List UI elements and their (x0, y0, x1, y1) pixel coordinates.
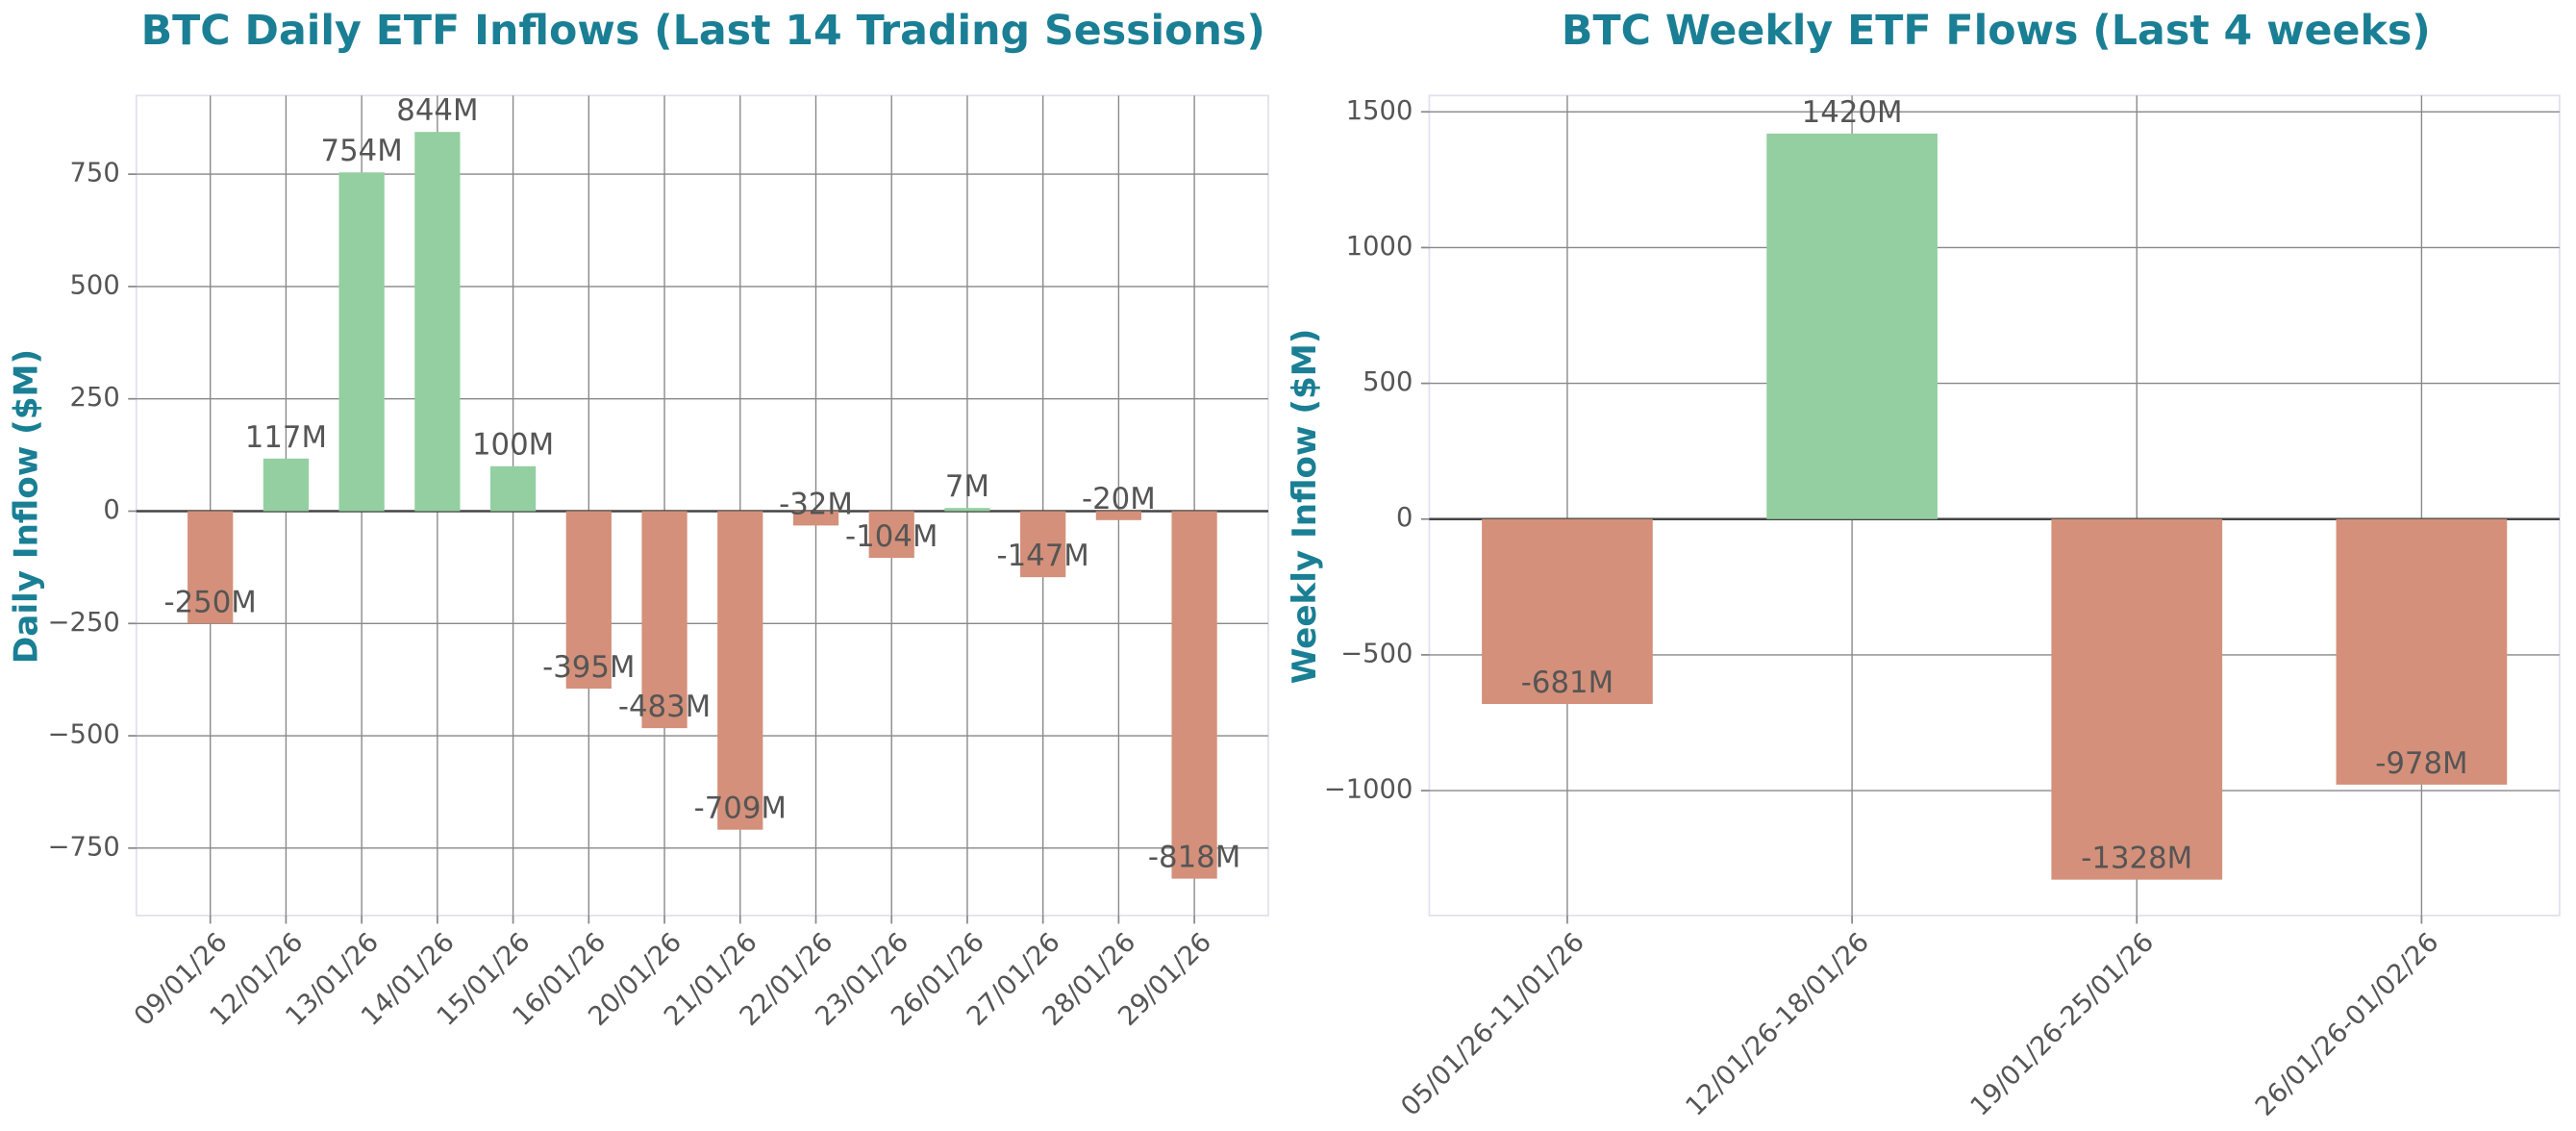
bar (489, 465, 537, 512)
y-tick-label: 0 (1396, 503, 1413, 533)
y-tick-label: −1000 (1324, 775, 1413, 805)
value-label: 754M (321, 134, 403, 168)
bar (717, 511, 763, 830)
bar (565, 511, 612, 690)
value-label: -681M (1521, 666, 1613, 700)
plot-frame (135, 94, 1269, 917)
bar (2051, 518, 2223, 880)
value-label: -818M (1148, 841, 1240, 875)
bar (1766, 133, 1938, 519)
bar (868, 511, 914, 559)
value-label: -32M (779, 487, 853, 521)
bar (2336, 518, 2508, 785)
value-label: -250M (164, 585, 257, 619)
value-label: -978M (2375, 746, 2467, 781)
bar (188, 511, 234, 624)
bar (1482, 518, 1653, 705)
y-tick-label: 1000 (1346, 232, 1413, 262)
value-label: 7M (945, 469, 989, 504)
plot-frame (1428, 94, 2561, 917)
bar (944, 508, 990, 512)
value-label: -709M (694, 792, 787, 826)
y-axis-label: Daily Inflow ($M) (8, 349, 46, 664)
chart-title: BTC Daily ETF Inflows (Last 14 Trading S… (141, 7, 1265, 55)
value-label: -147M (996, 539, 1088, 573)
bar (414, 132, 461, 512)
bar (1020, 511, 1066, 578)
value-label: -20M (1082, 482, 1156, 516)
value-label: -104M (845, 519, 938, 554)
chart-title: BTC Weekly ETF Flows (Last 4 weeks) (1562, 7, 2431, 55)
value-label: -1328M (2081, 842, 2192, 876)
bar (792, 511, 839, 526)
bar (263, 458, 310, 512)
y-tick-label: −750 (48, 832, 120, 862)
x-tick-label: 26/01/26-01/02/26 (2250, 927, 2444, 1121)
y-tick-label: 1500 (1346, 96, 1413, 126)
y-tick-label: −500 (1340, 639, 1413, 668)
y-tick-label: 0 (103, 495, 119, 525)
value-label: 844M (396, 93, 478, 128)
value-label: 117M (245, 420, 327, 455)
bar (1095, 511, 1142, 520)
x-tick-label: 12/01/26-18/01/26 (1681, 927, 1875, 1121)
y-tick-label: 250 (70, 383, 120, 413)
bar (338, 172, 385, 512)
y-axis-label: Weekly Inflow ($M) (1286, 329, 1324, 685)
y-tick-label: 500 (1363, 367, 1413, 397)
x-tick-label: 05/01/26-11/01/26 (1395, 927, 1589, 1121)
bar (1171, 511, 1217, 879)
value-label: 1420M (1802, 95, 1903, 130)
y-tick-label: −250 (48, 608, 120, 638)
value-label: 100M (472, 428, 554, 463)
x-tick-label: 19/01/26-25/01/26 (1965, 927, 2160, 1121)
value-label: -395M (542, 650, 635, 685)
y-tick-label: −500 (48, 720, 120, 750)
value-label: -483M (618, 690, 711, 724)
y-tick-label: 750 (70, 159, 120, 188)
bar (641, 511, 688, 729)
y-tick-label: 500 (70, 270, 120, 300)
